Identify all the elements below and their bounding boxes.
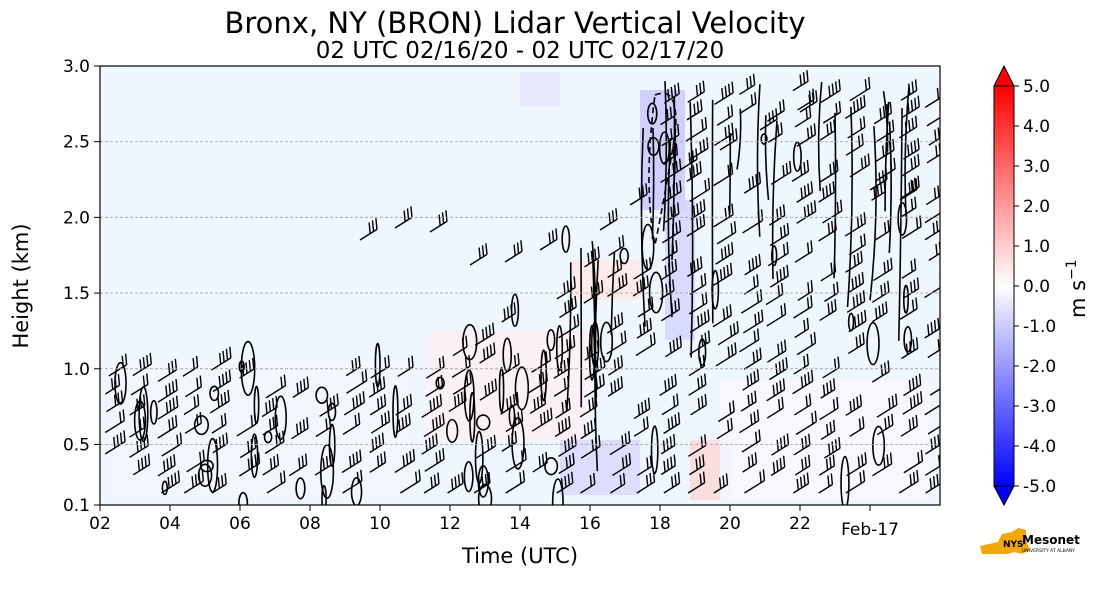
x-tick-label: 20 [719,514,741,534]
y-tick-label: 3.0 [63,57,90,77]
chart-title: Bronx, NY (BRON) Lidar Vertical Velocity [224,6,805,40]
x-tick-label: 12 [439,514,461,534]
colorbar-tick-label: -1.0 [1023,317,1056,337]
colorbar-extend-top [994,66,1014,86]
colorbar-extend-bottom [994,486,1014,505]
x-tick-label: 06 [229,514,251,534]
colorbar-tick-label: 2.0 [1023,197,1050,217]
colorbar-tick-label: 1.0 [1023,237,1050,257]
chart-subtitle: 02 UTC 02/16/20 - 02 UTC 02/17/20 [316,38,725,64]
y-tick-label: 2.0 [63,208,90,228]
x-tick-label: 02 [89,514,111,534]
y-tick-label: 1.5 [63,284,90,304]
colorbar-tick-label: -3.0 [1023,397,1056,417]
x-tick-label: 08 [299,514,321,534]
velocity-contour [730,133,731,214]
x-tick-label: 14 [509,514,531,534]
colorbar-tick-label: 3.0 [1023,157,1050,177]
svg-text:UNIVERSITY AT ALBANY: UNIVERSITY AT ALBANY [1022,548,1075,554]
x-axis: 02 04 06 08 10 12 14 16 18 20 22 Feb-17 [89,505,899,540]
colorbar-tick-label: 4.0 [1023,117,1050,137]
y-tick-label: 0.5 [63,435,90,455]
y-tick-label: 0.1 [63,496,90,516]
colorbar-body [994,86,1014,486]
colorbar: 5.0 4.0 3.0 2.0 1.0 0.0 -1.0 -2.0 -3.0 -4.0 -5.0 m… [994,66,1090,505]
x-tick-label: 22 [789,514,811,534]
x-tick-label: 04 [159,514,181,534]
y-tick-label: 1.0 [63,360,90,380]
nys-mesonet-logo: NYS Mesonet UNIVERSITY AT ALBANY [980,528,1080,554]
velocity-shading [520,72,560,107]
svg-text:Mesonet: Mesonet [1022,533,1080,547]
y-axis: 0.1 0.5 1.0 1.5 2.0 2.5 3.0 [63,57,100,516]
x-tick-label: 16 [579,514,601,534]
svg-text:NYS: NYS [1003,540,1024,550]
y-axis-label: Height (km) [9,223,33,348]
colorbar-label: m s−1 [1064,259,1090,318]
x-tick-label: Feb-17 [841,520,899,540]
x-tick-label: 10 [369,514,391,534]
colorbar-tick-label: -5.0 [1023,477,1056,497]
colorbar-tick-label: 0.0 [1023,277,1050,297]
colorbar-tick-label: -2.0 [1023,357,1056,377]
colorbar-tick-label: -4.0 [1023,437,1056,457]
x-axis-label: Time (UTC) [461,544,578,568]
colorbar-tick-label: 5.0 [1023,77,1050,97]
x-tick-label: 18 [649,514,671,534]
y-tick-label: 2.5 [63,133,90,153]
